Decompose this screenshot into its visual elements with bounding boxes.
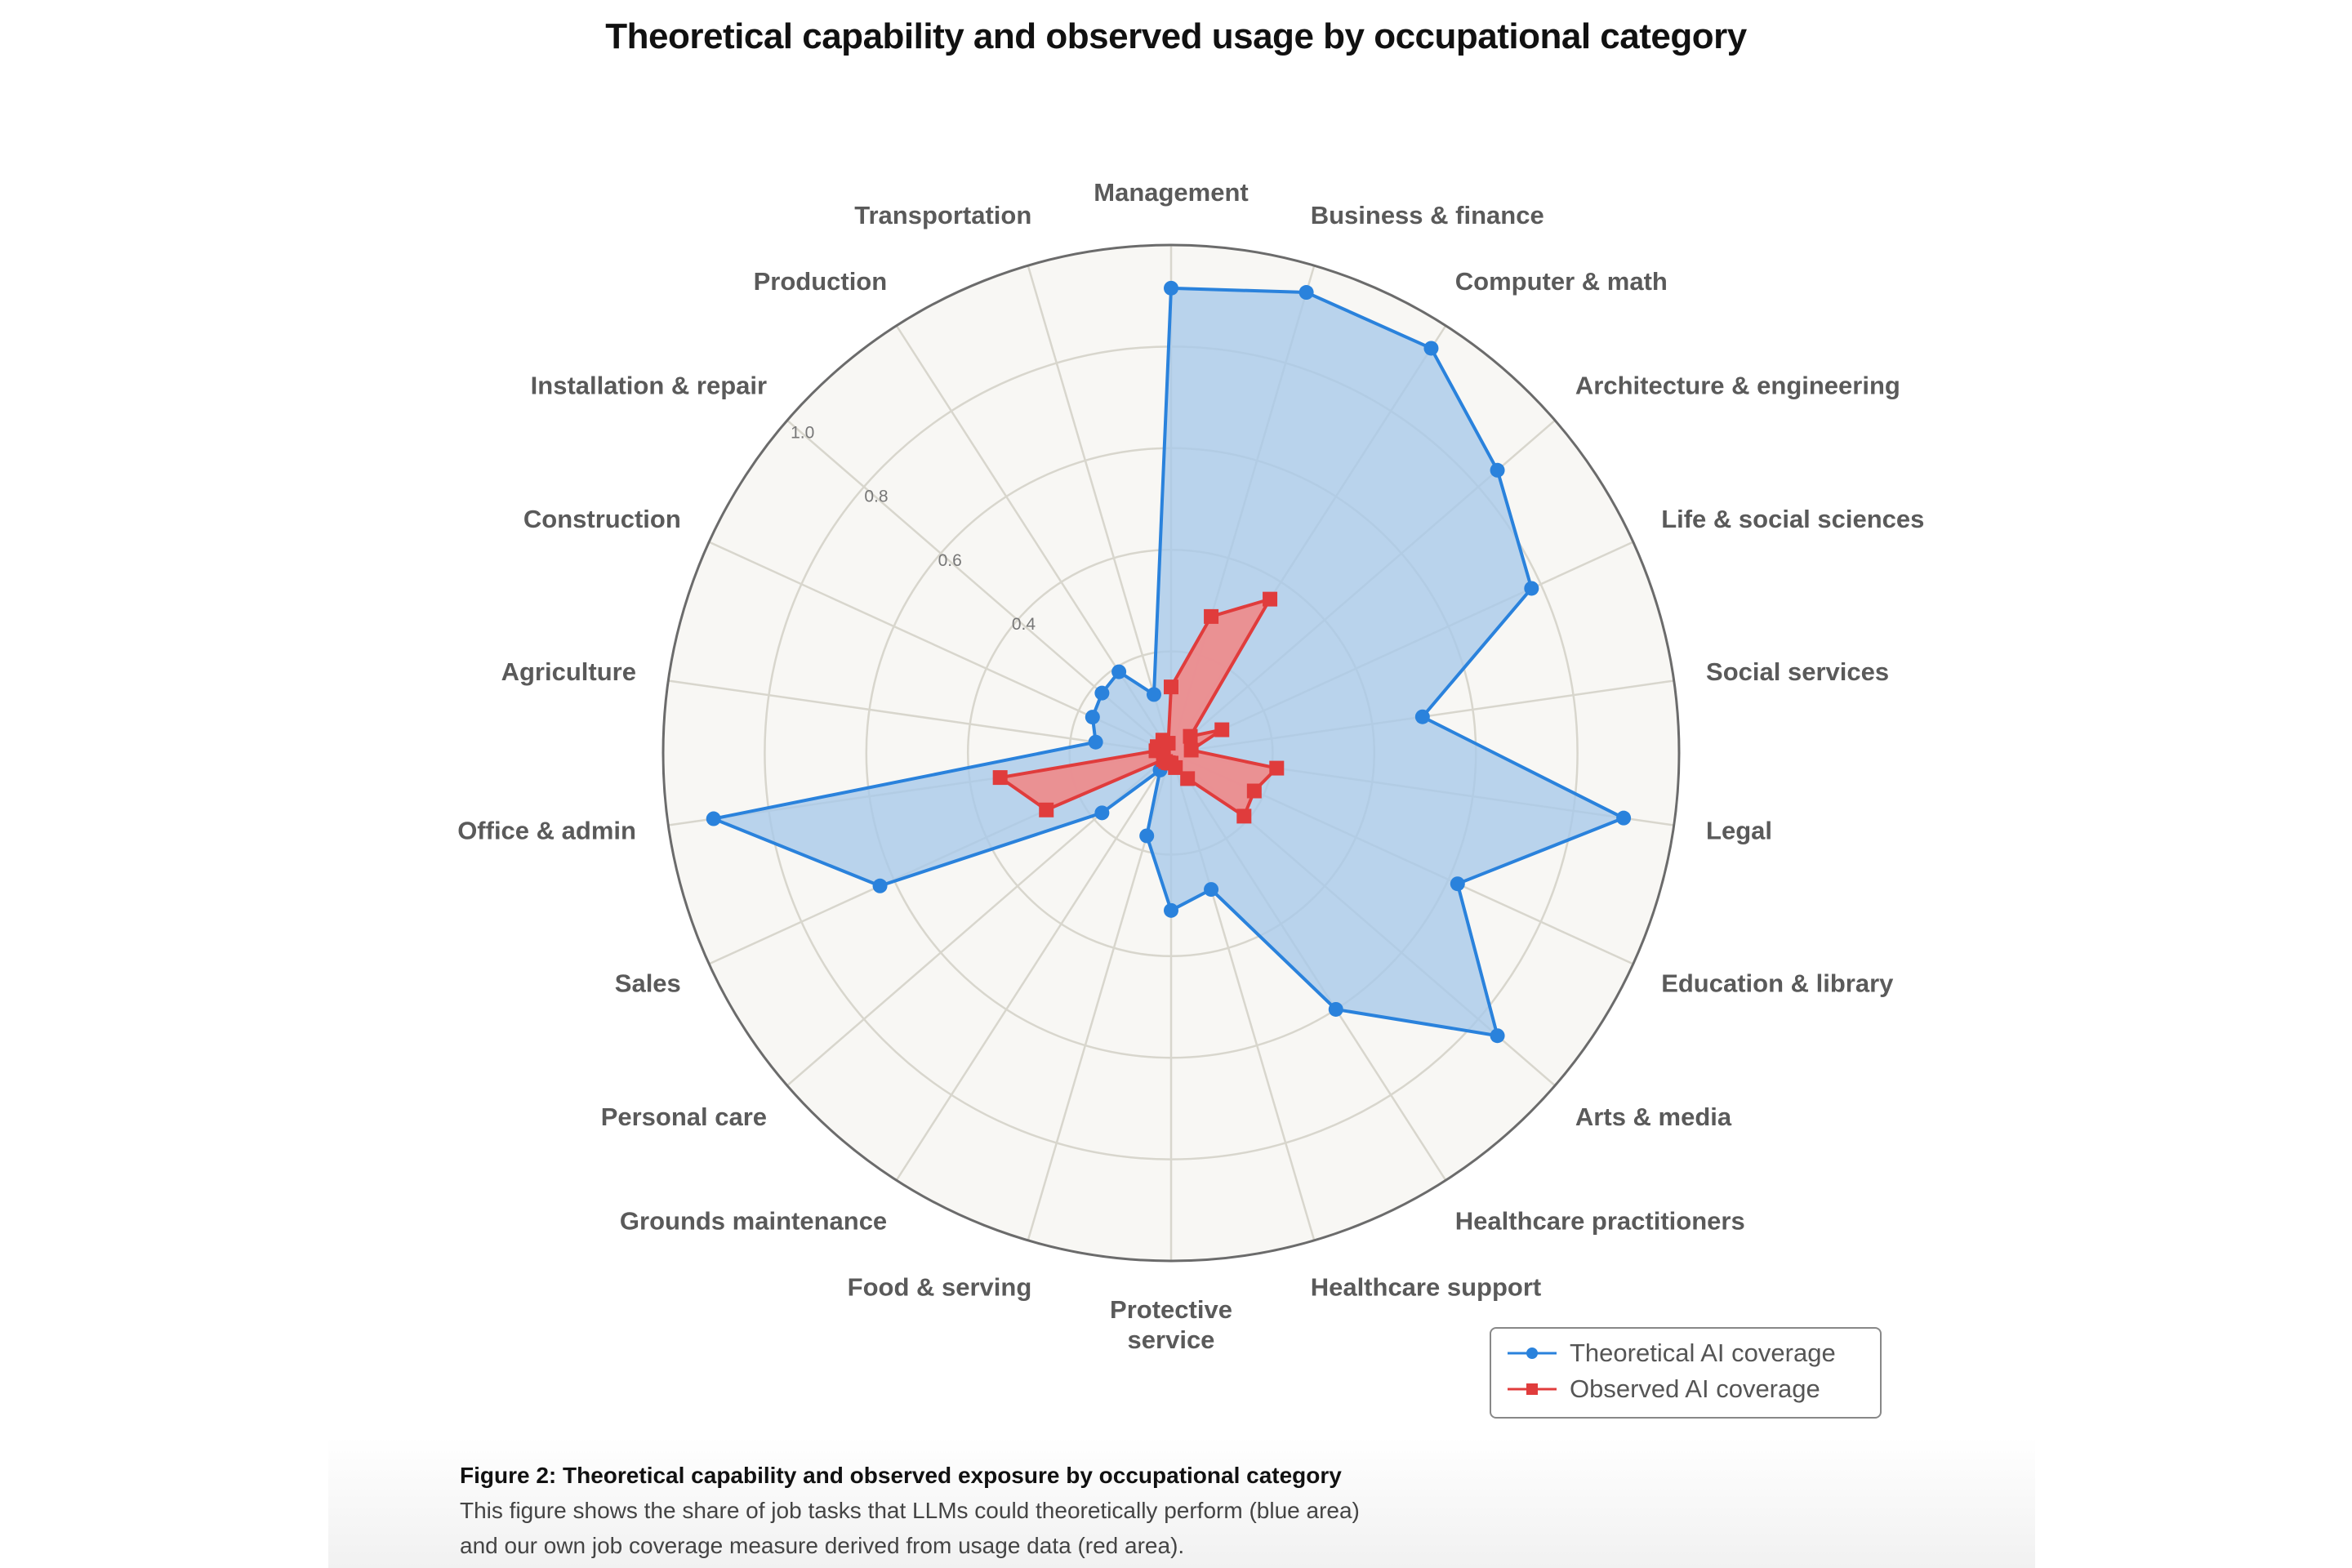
figure-caption: Figure 2: Theoretical capability and obs… [460,1458,1399,1563]
data-point [1183,742,1199,758]
data-point [1085,710,1100,725]
radial-tick-label: 0.4 [1012,615,1036,634]
category-label: Architecture & engineering [1575,371,1900,399]
category-label: Production [754,267,888,296]
radial-tick-label: 1.0 [791,424,814,443]
data-point [1490,1028,1505,1044]
data-point [1246,783,1262,799]
category-label: Healthcare practitioners [1455,1207,1745,1236]
data-point [1164,280,1178,296]
category-label: Healthcare support [1311,1272,1542,1301]
grid-spoke [1027,265,1173,754]
data-point [1164,679,1178,695]
radial-tick-label: 0.8 [864,488,888,506]
data-point [1328,1001,1343,1017]
data-point [872,878,888,893]
blue-circle-marker-icon [1508,1348,1557,1359]
category-label: Personal care [601,1102,767,1131]
category-label: Food & serving [848,1272,1032,1301]
caption-heading: Figure 2: Theoretical capability and obs… [460,1463,1342,1488]
category-label: Computer & math [1455,267,1668,296]
category-label: Education & library [1661,969,1894,997]
legend-label: Observed AI coverage [1570,1374,1820,1403]
category-label: Social services [1706,657,1889,686]
plot-outline [662,243,1681,1263]
caption-background [328,1437,2035,1568]
radial-tick-label: 0.6 [938,551,962,570]
data-point [1183,728,1198,744]
chart-title: Theoretical capability and observed usag… [605,16,1747,56]
legend: Theoretical AI coverage Observed AI cove… [1490,1327,1882,1419]
data-point [1088,734,1103,750]
category-label: Office & admin [457,817,636,845]
legend-item-observed: Observed AI coverage [1508,1374,1820,1404]
data-point [1160,736,1176,751]
data-point [1236,808,1252,824]
data-point [1039,802,1054,817]
data-point [1094,805,1110,821]
caption-body: This figure shows the share of job tasks… [460,1498,1360,1558]
data-point [1423,341,1439,356]
data-point [706,811,721,826]
legend-item-theoretical: Theoretical AI coverage [1508,1339,1836,1368]
data-point [1414,709,1430,724]
legend-label: Theoretical AI coverage [1570,1339,1836,1367]
data-point [1214,722,1230,737]
category-label: Business & finance [1311,201,1544,229]
category-label: Sales [615,969,681,997]
data-point [1524,581,1539,596]
red-square-marker-icon [1508,1383,1557,1395]
data-point [1139,828,1155,844]
grid-spoke [895,752,1173,1181]
category-label: Legal [1706,817,1772,845]
data-point [1263,591,1278,607]
data-point [1269,760,1285,776]
data-point [1450,876,1465,892]
data-point [1111,664,1127,679]
data-point [1180,771,1196,786]
data-point [1094,685,1110,701]
category-label: Installation & repair [531,371,767,399]
data-point [1204,608,1219,624]
category-label: Grounds maintenance [620,1207,887,1236]
data-point [1616,810,1632,826]
category-label: Construction [523,505,681,533]
data-point [992,770,1008,786]
category-label: Transportation [854,201,1031,229]
data-point [1490,462,1505,478]
grid-spoke [668,679,1172,755]
category-label: Agriculture [501,657,636,686]
category-label: Arts & media [1575,1102,1732,1131]
category-label: Life & social sciences [1661,505,1924,533]
category-label: Management [1094,178,1248,207]
category-label: Protective service [1110,1295,1232,1354]
data-point [1204,882,1219,898]
data-point [1164,902,1178,918]
data-point [1298,285,1314,301]
data-point [1146,687,1161,702]
